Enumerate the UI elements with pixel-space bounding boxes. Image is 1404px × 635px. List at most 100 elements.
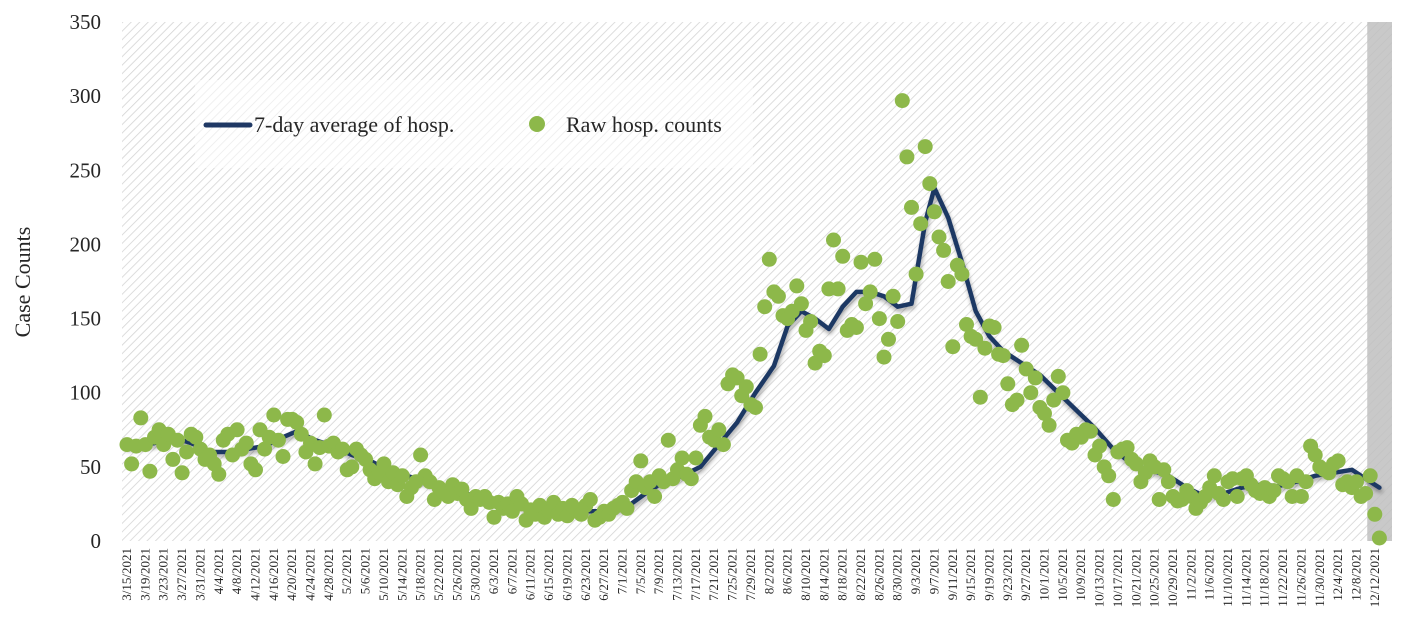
raw-count-point xyxy=(945,339,961,355)
raw-count-point xyxy=(344,459,360,475)
raw-count-point xyxy=(266,407,282,423)
raw-count-point xyxy=(986,320,1002,335)
raw-count-point xyxy=(1298,474,1314,490)
raw-count-point xyxy=(335,441,351,457)
raw-count-point xyxy=(830,281,846,297)
x-tick-label: 9/27/2021 xyxy=(1018,548,1033,601)
x-tick-label: 8/22/2021 xyxy=(853,548,868,601)
x-tick-label: 11/2/2021 xyxy=(1183,548,1198,600)
raw-count-point xyxy=(1014,337,1030,353)
raw-count-point xyxy=(229,422,245,438)
x-tick-label: 5/22/2021 xyxy=(431,548,446,601)
raw-count-point xyxy=(826,232,841,248)
raw-count-point xyxy=(238,435,254,451)
raw-count-point xyxy=(1119,440,1135,456)
raw-count-point xyxy=(793,296,809,312)
raw-count-point xyxy=(894,93,910,109)
raw-count-point xyxy=(835,248,851,264)
raw-count-point xyxy=(1362,468,1378,484)
y-tick-label: 0 xyxy=(91,529,102,553)
raw-count-point xyxy=(270,432,286,448)
raw-count-point xyxy=(1105,492,1121,507)
raw-count-point xyxy=(917,139,933,155)
raw-count-point xyxy=(142,463,158,479)
raw-count-point xyxy=(660,432,676,448)
x-tick-label: 11/30/2021 xyxy=(1312,548,1327,607)
raw-count-point xyxy=(936,242,952,258)
x-tick-label: 6/27/2021 xyxy=(596,548,611,601)
raw-points-group xyxy=(119,93,1387,546)
x-tick-label: 5/14/2021 xyxy=(394,548,409,601)
x-tick-label: 10/5/2021 xyxy=(1055,548,1070,601)
raw-count-point xyxy=(697,408,713,424)
x-tick-label: 11/22/2021 xyxy=(1275,548,1290,607)
y-tick-label: 100 xyxy=(70,381,102,405)
raw-count-point xyxy=(748,400,763,415)
raw-count-point xyxy=(1330,453,1346,469)
x-tick-label: 11/6/2021 xyxy=(1202,548,1217,600)
raw-count-point xyxy=(757,299,773,315)
raw-count-point xyxy=(1082,423,1098,439)
raw-count-point xyxy=(885,288,901,304)
x-tick-label: 3/15/2021 xyxy=(119,548,134,601)
raw-count-point xyxy=(1160,474,1176,490)
raw-count-point xyxy=(752,346,768,362)
x-tick-label: 7/25/2021 xyxy=(725,548,740,601)
raw-count-point xyxy=(211,466,227,482)
x-tick-label: 9/23/2021 xyxy=(1000,548,1015,601)
x-tick-label: 10/21/2021 xyxy=(1128,548,1143,607)
x-tick-label: 6/7/2021 xyxy=(504,548,519,594)
x-tick-label: 8/30/2021 xyxy=(890,548,905,601)
x-tick-label: 7/13/2021 xyxy=(670,548,685,601)
raw-count-point xyxy=(1307,447,1323,463)
x-tick-label: 3/19/2021 xyxy=(137,548,152,601)
x-tick-label: 9/19/2021 xyxy=(982,548,997,601)
raw-count-point xyxy=(715,437,731,453)
raw-count-point xyxy=(881,331,896,347)
x-tick-label: 5/30/2021 xyxy=(468,548,483,601)
raw-count-point xyxy=(174,465,190,481)
x-tick-label: 4/4/2021 xyxy=(211,548,226,594)
x-tick-label: 4/24/2021 xyxy=(303,548,318,601)
x-tick-label: 9/3/2021 xyxy=(908,548,923,594)
x-tick-label: 8/14/2021 xyxy=(816,548,831,601)
raw-count-point xyxy=(1055,385,1071,401)
x-tick-label: 8/2/2021 xyxy=(761,548,776,594)
x-tick-label: 7/21/2021 xyxy=(706,548,721,601)
x-tick-label: 4/16/2021 xyxy=(266,548,281,601)
raw-count-point xyxy=(683,471,699,487)
raw-count-point xyxy=(1266,483,1282,499)
raw-count-point xyxy=(977,340,993,356)
raw-count-point xyxy=(770,288,786,304)
raw-count-point xyxy=(1027,370,1043,386)
raw-count-point xyxy=(871,311,887,327)
x-tick-label: 5/18/2021 xyxy=(413,548,428,601)
y-tick-label: 250 xyxy=(70,158,102,182)
raw-count-point xyxy=(688,450,704,466)
raw-count-point xyxy=(1000,376,1016,392)
raw-count-point xyxy=(275,449,291,464)
legend: 7-day average of hosp. Raw hosp. counts xyxy=(195,80,753,168)
x-tick-label: 8/18/2021 xyxy=(835,548,850,601)
raw-count-point xyxy=(165,451,181,467)
raw-count-point xyxy=(188,429,204,445)
raw-count-point xyxy=(248,462,263,478)
y-tick-label: 300 xyxy=(70,84,102,108)
x-tick-label: 6/23/2021 xyxy=(578,548,593,601)
y-tick-label: 150 xyxy=(70,307,102,331)
raw-count-point xyxy=(954,266,970,282)
x-tick-label: 11/10/2021 xyxy=(1220,548,1235,607)
x-tick-label: 9/11/2021 xyxy=(945,548,960,600)
legend-background xyxy=(195,80,753,168)
raw-count-point xyxy=(674,450,690,466)
raw-count-point xyxy=(1371,530,1387,546)
x-tick-label: 4/28/2021 xyxy=(321,548,336,601)
raw-count-point xyxy=(582,492,598,507)
raw-count-point xyxy=(1349,474,1364,490)
raw-count-point xyxy=(867,251,883,267)
raw-count-point xyxy=(1367,506,1383,522)
x-tick-label: 6/19/2021 xyxy=(559,548,574,601)
raw-count-point xyxy=(1101,468,1117,484)
x-tick-label: 7/17/2021 xyxy=(688,548,703,601)
raw-count-point xyxy=(959,317,974,332)
